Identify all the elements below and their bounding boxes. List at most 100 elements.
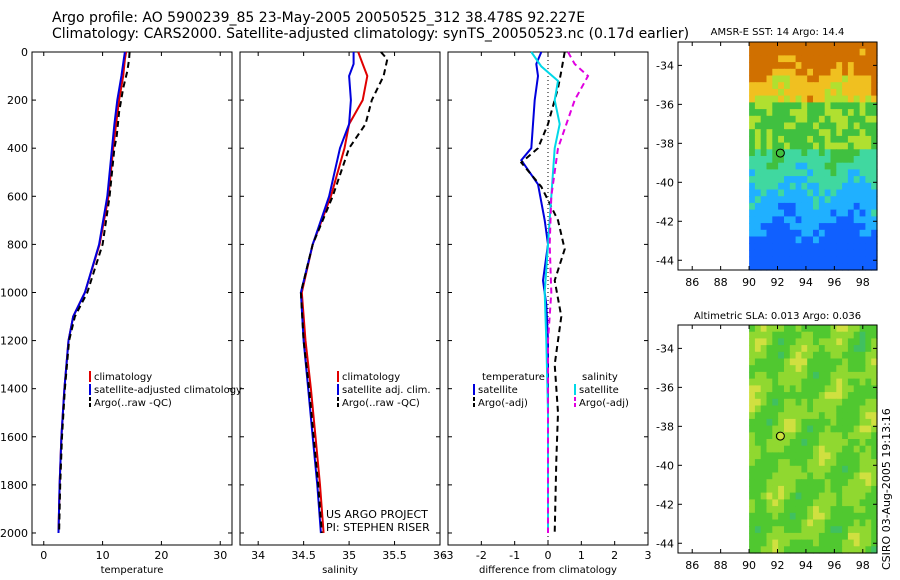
sla-map-cell <box>836 378 843 386</box>
sla-map-cell <box>772 539 779 547</box>
sst-map-cell <box>772 135 779 144</box>
sla-map-cell <box>749 338 756 346</box>
sst-map-cell <box>859 169 866 177</box>
sst-map-cell <box>853 162 861 170</box>
sla-map-cell <box>772 325 779 333</box>
sla-map-cell <box>813 506 820 514</box>
sst-map-cell <box>818 169 826 177</box>
sst-map-cell <box>772 68 779 77</box>
sla-map-cell <box>760 358 768 366</box>
sla-map-cell <box>807 539 814 547</box>
temperature-legend-label: Argo(..raw -QC) <box>94 398 172 409</box>
sst-map-cell <box>766 75 773 83</box>
sla-map-cell <box>778 338 785 346</box>
sst-map-cell <box>754 209 762 217</box>
sst-map-cell <box>824 229 832 238</box>
sla-map-cell <box>818 445 826 453</box>
salinity-panel: 34 34.5 35 35.5 36salinityclimatologysatelli… <box>239 51 447 576</box>
sla-map-cell <box>772 432 779 440</box>
sst-map-cell <box>789 263 797 271</box>
sst-map-cell <box>865 156 872 164</box>
sla-map-cell <box>847 392 855 400</box>
sst-map-cell <box>784 162 791 170</box>
sst-map-cell <box>865 115 872 124</box>
sla-map-cell <box>754 405 762 413</box>
sst-map-cell <box>813 122 820 130</box>
sla-map-cell <box>807 425 814 433</box>
sla-map-cell <box>795 432 802 440</box>
sst-map-cell <box>795 149 802 157</box>
sla-map-cell <box>830 358 837 366</box>
sla-map-cell <box>801 526 808 534</box>
sst-map-cell <box>754 169 762 177</box>
sla-map-cell <box>813 485 820 494</box>
sla-map-cell <box>830 459 837 467</box>
sla-map-cell <box>859 439 866 447</box>
sst-map-cell <box>859 182 866 191</box>
sla-map-cell <box>760 325 768 333</box>
sst-map-cell <box>871 216 878 224</box>
sst-map-cell <box>830 236 837 244</box>
sst-map-cell <box>871 142 878 150</box>
sst-map-cell <box>766 135 773 144</box>
sst-map-cell <box>772 95 779 103</box>
sla-map-cell <box>749 445 756 453</box>
sst-map-cell <box>836 236 843 244</box>
sst-map-cell <box>778 202 785 211</box>
sla-map-cell <box>842 432 849 440</box>
sst-map-cell <box>853 62 861 70</box>
sla-map-cell <box>836 398 843 407</box>
sst-map-cell <box>789 236 797 244</box>
depth-tick-label: 1400 <box>0 383 28 396</box>
sla-map-cell <box>754 331 762 339</box>
sla-map-cell <box>859 452 866 460</box>
sla-map-cell <box>760 385 768 393</box>
sst-map-cell <box>818 88 826 97</box>
sst-map-cell <box>859 149 866 157</box>
sla-map-cell <box>749 365 756 373</box>
sst-map-cell <box>749 236 756 244</box>
sla-map-cell <box>754 338 762 346</box>
sla-map-cell <box>871 526 878 534</box>
sla-map-cell <box>853 412 861 420</box>
sla-map-cell <box>824 472 832 480</box>
sst-map-cell <box>818 223 826 231</box>
sla-map-cell <box>784 412 791 420</box>
sla-map-cell <box>784 499 791 507</box>
sst-map-cell <box>795 109 802 117</box>
sst-map-cell <box>760 68 768 77</box>
sla-map-cell <box>795 398 802 407</box>
sla-map-cell <box>813 532 820 541</box>
sla-map-cell <box>754 512 762 521</box>
sst-map-cell <box>789 115 797 124</box>
sst-map-cell <box>784 149 791 157</box>
sst-map-cell <box>766 82 773 90</box>
sst-map-cell <box>772 169 779 177</box>
sla-map-cell <box>853 465 861 474</box>
sst-map-cell <box>842 62 849 70</box>
sla-map-cell <box>818 351 826 360</box>
sst-map-cell <box>772 42 779 50</box>
sst-map-cell <box>789 55 797 63</box>
sla-map-cell <box>824 385 832 393</box>
sla-map-cell <box>813 378 820 386</box>
sla-map-cell <box>789 485 797 494</box>
sst-map-cell <box>784 42 791 50</box>
sst-map-cell <box>778 216 785 224</box>
salinity-xtick-label: 35.5 <box>382 549 407 562</box>
sst-map-cell <box>789 62 797 70</box>
sst-map-cell <box>766 129 773 137</box>
sst-map-cell <box>818 176 826 184</box>
sst-map-cell <box>795 236 802 244</box>
sla-map-cell <box>760 485 768 494</box>
sst-map-cell <box>818 149 826 157</box>
sla-map-cell <box>847 432 855 440</box>
sst-map-cell <box>789 88 797 97</box>
sla-map-cell <box>865 371 872 380</box>
sst-map-cell <box>766 102 773 110</box>
sst-map-cell <box>853 42 861 50</box>
sst-map-cell <box>801 75 808 83</box>
sla-map-cell <box>824 432 832 440</box>
sla-map-cell <box>836 506 843 514</box>
